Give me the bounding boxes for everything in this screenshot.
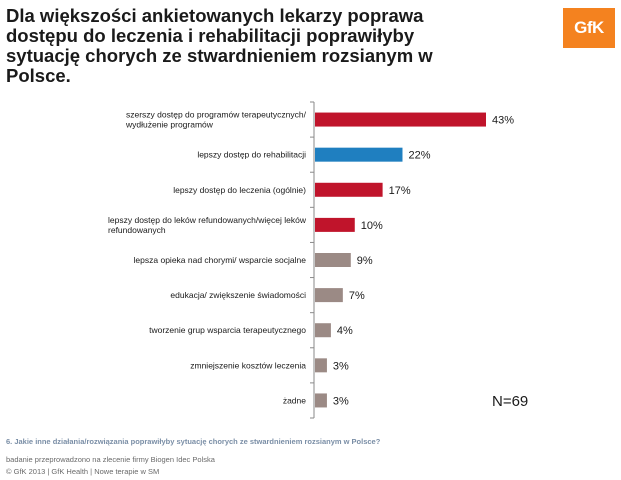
category-label-line: szerszy dostęp do programów terapeutyczn… — [126, 110, 307, 120]
bar-4 — [315, 217, 355, 232]
category-label-2: lepszy dostęp do rehabilitacji — [197, 150, 306, 160]
category-label-6: edukacja/ zwiększenie świadomości — [170, 290, 306, 300]
category-label-8: zmniejszenie kosztów leczenia — [190, 360, 306, 370]
bar-3 — [315, 182, 383, 197]
category-label-line: edukacja/ zwiększenie świadomości — [170, 290, 306, 300]
footer-question: 6. Jakie inne działania/rozwiązania popr… — [6, 437, 381, 446]
data-label-9: 3% — [333, 395, 349, 407]
category-label-line: lepszy dostęp do rehabilitacji — [197, 150, 306, 160]
category-label-line: żadne — [283, 395, 306, 405]
category-label-1: szerszy dostęp do programów terapeutyczn… — [125, 110, 307, 130]
bar-6 — [315, 288, 343, 303]
data-label-4: 10% — [361, 220, 383, 232]
data-label-6: 7% — [349, 290, 365, 302]
data-label-1: 43% — [492, 115, 514, 127]
footer-source: badanie przeprowadzono na zlecenie firmy… — [6, 455, 215, 464]
bar-1 — [315, 112, 486, 127]
gfk-logo-text: GfK — [574, 18, 604, 37]
bar-8 — [315, 358, 327, 373]
category-label-5: lepsza opieka nad chorymi/ wsparcie socj… — [134, 255, 307, 265]
category-label-line: lepsza opieka nad chorymi/ wsparcie socj… — [134, 255, 307, 265]
category-label-7: tworzenie grup wsparcia terapeutycznego — [149, 325, 306, 335]
bar-2 — [315, 147, 403, 162]
category-label-line: lepszy dostęp do leków refundowanych/wię… — [108, 215, 307, 225]
bar-7 — [315, 323, 331, 338]
category-label-9: żadne — [283, 395, 306, 405]
category-label-line: refundowanych — [108, 225, 166, 235]
category-label-line: tworzenie grup wsparcia terapeutycznego — [149, 325, 306, 335]
data-label-5: 9% — [357, 255, 373, 267]
data-label-3: 17% — [389, 185, 411, 197]
gfk-logo: GfK — [563, 8, 615, 48]
data-label-2: 22% — [408, 150, 430, 162]
data-label-7: 4% — [337, 325, 353, 337]
category-label-line: zmniejszenie kosztów leczenia — [190, 360, 306, 370]
category-label-3: lepszy dostęp do leczenia (ogólnie) — [173, 185, 306, 195]
sample-size-label: N=69 — [492, 393, 529, 410]
bar-5 — [315, 253, 351, 267]
chart-title: Dla większości ankietowanych lekarzy pop… — [6, 5, 433, 86]
data-label-8: 3% — [333, 360, 349, 372]
category-label-4: lepszy dostęp do leków refundowanych/wię… — [108, 215, 307, 235]
footer-copyright: © GfK 2013 | GfK Health | Nowe terapie w… — [6, 467, 160, 476]
category-label-line: lepszy dostęp do leczenia (ogólnie) — [173, 185, 306, 195]
category-label-line: wydłużenie programów — [125, 120, 214, 130]
bar-9 — [315, 393, 327, 408]
